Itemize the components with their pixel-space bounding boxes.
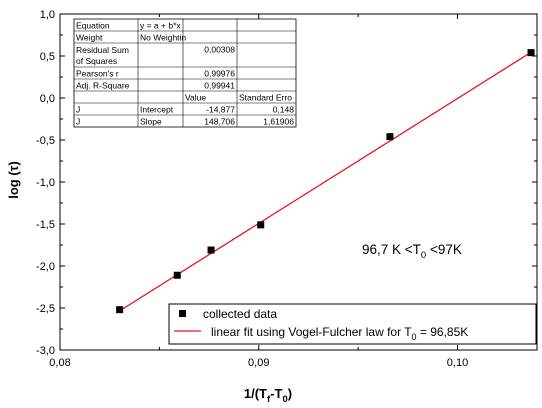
x-tick-label: 0,10 bbox=[447, 357, 468, 369]
table-cell: Residual Sum bbox=[76, 45, 129, 55]
y-tick-label: 0,0 bbox=[40, 93, 55, 105]
table-cell: 0,00308 bbox=[204, 45, 235, 55]
legend-label-collected-data: collected data bbox=[203, 307, 277, 321]
table-cell: Standard Erro bbox=[239, 93, 292, 103]
temperature-range-annotation: 96,7 K <T0 <97K bbox=[362, 242, 462, 261]
table-cell: -14,877 bbox=[206, 105, 235, 115]
plot-series bbox=[116, 49, 535, 314]
table-frame bbox=[73, 18, 297, 128]
y-axis-title: log (τ) bbox=[6, 161, 21, 199]
x-tick-label: 0,08 bbox=[49, 357, 70, 369]
table-cell: J bbox=[76, 105, 80, 115]
y-tick-label: -1,5 bbox=[36, 219, 55, 231]
legend: collected data linear fit using Vogel-Fu… bbox=[168, 303, 537, 345]
table-cell: 0,99976 bbox=[204, 69, 235, 79]
table-cell: of Squares bbox=[76, 56, 117, 66]
fit-results-table: Equation y = a + b*x Weight No Weightin Resi… bbox=[73, 18, 297, 128]
table-cell: y = a + b*x bbox=[140, 21, 181, 31]
legend-label-linear-fit: linear fit using Vogel-Fulcher law for T… bbox=[211, 325, 468, 342]
y-tick-label: -1,0 bbox=[36, 177, 55, 189]
table-cell: Slope bbox=[140, 117, 162, 127]
y-tick-label: -2,5 bbox=[36, 303, 55, 315]
table-cell: Weight bbox=[76, 33, 103, 43]
table-cell: 1,61906 bbox=[263, 117, 294, 127]
y-tick-label: -0,5 bbox=[36, 135, 55, 147]
table-cell: Intercept bbox=[140, 105, 174, 115]
y-tick-label: -2,0 bbox=[36, 261, 55, 273]
table-cell: Equation bbox=[76, 21, 110, 31]
fit-line bbox=[119, 51, 532, 312]
data-point bbox=[173, 271, 181, 279]
table-cell: Adj. R-Square bbox=[76, 81, 130, 91]
y-tick-label: 1,0 bbox=[40, 9, 55, 21]
legend-box bbox=[168, 303, 537, 345]
y-tick-label: 0,5 bbox=[40, 51, 55, 63]
y-tick-label: -3,0 bbox=[36, 345, 55, 357]
data-point bbox=[257, 221, 265, 229]
x-axis-title: 1/(Tf-T0) bbox=[244, 386, 292, 405]
table-cell: Value bbox=[185, 93, 206, 103]
table-cell: 0,148 bbox=[273, 105, 295, 115]
table-cell: 0,99941 bbox=[204, 81, 235, 91]
data-point bbox=[527, 49, 535, 57]
table-cell: 148,706 bbox=[204, 117, 235, 127]
data-point bbox=[116, 306, 124, 314]
table-cell: Pearson's r bbox=[76, 69, 119, 79]
table-cell: J bbox=[76, 117, 80, 127]
legend-marker-square bbox=[179, 310, 186, 317]
x-tick-label: 0,09 bbox=[248, 357, 269, 369]
data-point bbox=[386, 133, 394, 141]
data-point bbox=[207, 246, 215, 254]
table-cell: No Weightin bbox=[140, 33, 186, 43]
